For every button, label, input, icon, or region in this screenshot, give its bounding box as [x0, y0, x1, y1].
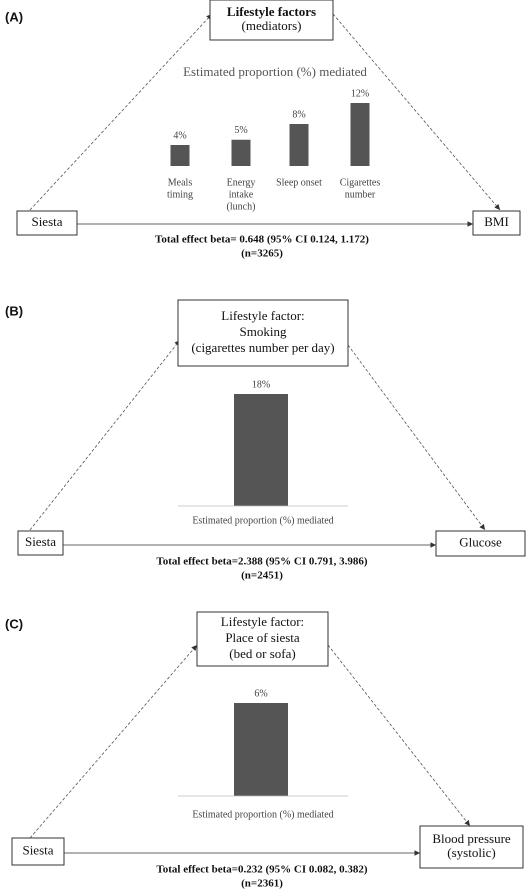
mediator-text: Lifestyle factor: [221, 308, 304, 323]
dashed-path [347, 344, 486, 531]
outcome-text: (systolic) [447, 845, 495, 860]
value-label: 12% [351, 88, 369, 99]
panel-label: (A) [5, 9, 23, 24]
category-label: timing [167, 189, 193, 200]
category-label: intake [229, 189, 254, 200]
mediator-text: Lifestyle factors [227, 4, 316, 19]
effect-text: (n=2451) [241, 570, 283, 582]
mediator-text: Place of siesta [225, 630, 300, 645]
dashed-path [29, 644, 198, 839]
effect-text: (n=2361) [241, 878, 283, 889]
axis-label: Estimated proportion (%) mediated [192, 809, 333, 820]
value-label: 18% [252, 379, 270, 390]
outcome-text: Glucose [459, 534, 502, 549]
outcome-box [419, 825, 524, 869]
bar [231, 139, 251, 166]
exposure-text: Siesta [25, 534, 56, 549]
mediator-text: Lifestyle factor: [221, 614, 304, 629]
outcome-text: BMI [484, 214, 509, 229]
effect-text: Total effect beta= 0.648 (95% CI 0.124, … [155, 234, 369, 246]
exposure-text: Siesta [22, 842, 53, 857]
dashed-path [29, 13, 213, 211]
bar [170, 145, 190, 166]
bar [350, 103, 370, 166]
bar [234, 703, 288, 796]
exposure-box [16, 210, 78, 236]
mediator-text: (bed or sofa) [229, 646, 295, 661]
category-label: Energy [227, 177, 256, 188]
category-label: number [345, 189, 376, 200]
mediator-box [196, 611, 329, 667]
chart-title: Estimated proportion (%) mediated [183, 64, 367, 79]
bar [289, 124, 309, 166]
mediator-box [177, 299, 349, 367]
outcome-box [435, 530, 526, 557]
value-label: 4% [173, 130, 186, 141]
panel-label: (B) [5, 303, 23, 318]
exposure-box [17, 530, 64, 556]
bar [234, 394, 288, 506]
dashed-path [29, 339, 181, 531]
effect-text: (n=3265) [241, 248, 283, 260]
exposure-text: Siesta [31, 214, 62, 229]
outcome-text: Blood pressure [432, 831, 511, 846]
category-label: Cigarettes [340, 177, 381, 188]
category-label: (lunch) [227, 201, 256, 212]
value-label: 5% [234, 125, 247, 136]
value-label: 6% [254, 688, 267, 699]
mediator-text: (mediators) [242, 18, 302, 33]
panel-label: (C) [5, 616, 23, 631]
dashed-path [327, 644, 471, 827]
category-label: Sleep onset [276, 177, 322, 188]
effect-text: Total effect beta=2.388 (95% CI 0.791, 3… [156, 556, 368, 568]
mediator-text: Smoking [240, 324, 287, 339]
value-label: 8% [292, 109, 305, 120]
category-label: Meals [168, 177, 193, 188]
exposure-box [11, 837, 65, 866]
dashed-path [332, 13, 501, 211]
mediator-box [209, 0, 334, 41]
outcome-box [472, 210, 521, 236]
axis-label: Estimated proportion (%) mediated [192, 515, 333, 526]
mediator-text: (cigarettes number per day) [191, 340, 334, 355]
effect-text: Total effect beta=0.232 (95% CI 0.082, 0… [156, 864, 368, 876]
